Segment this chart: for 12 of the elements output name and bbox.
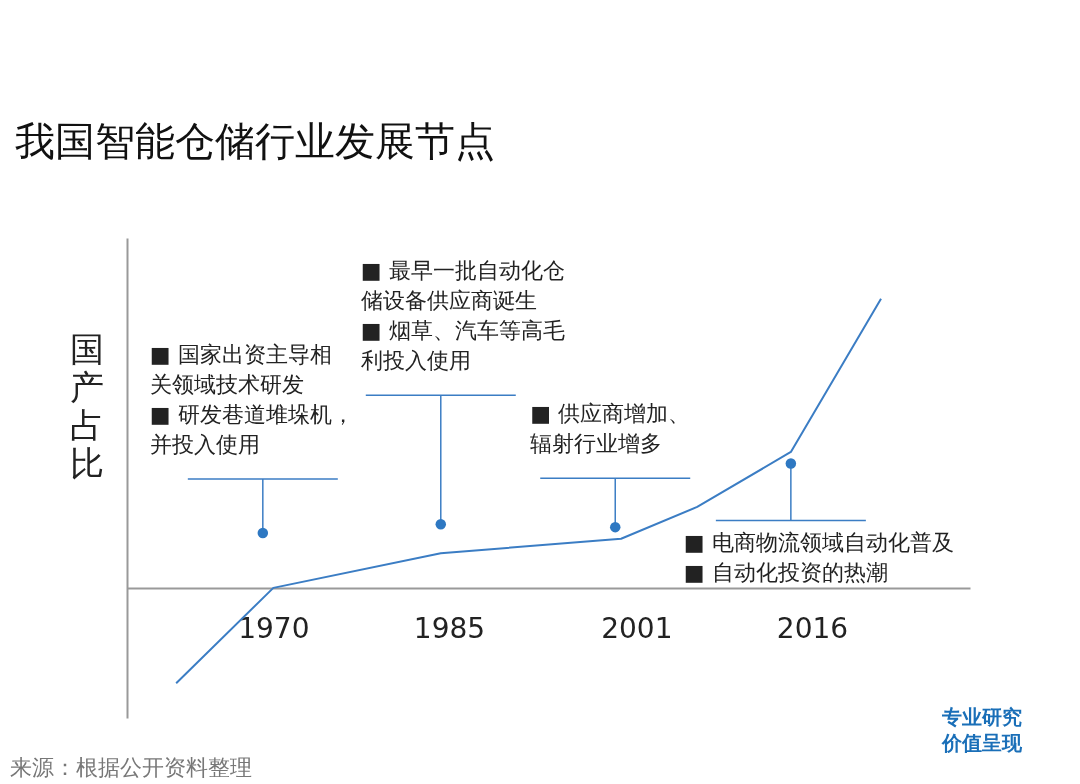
source-note: 来源：根据公开资料整理 (10, 755, 252, 780)
annotation: ■ 最早一批自动化仓储设备供应商诞生 ■ 烟草、汽车等高毛利投入使用 (360, 258, 565, 374)
text: 专业研究价值呈现 (941, 705, 1023, 755)
x-tick-label: 2001 (601, 612, 673, 646)
x-tick-label: 2016 (776, 612, 849, 646)
y-axis-title: 国产占比 (69, 328, 104, 483)
x-tick-label: 1970 (238, 612, 310, 646)
x-tick-label: 1985 (413, 612, 486, 646)
chart-title: 我国智能仓储行业发展节点 (15, 118, 495, 164)
annotation: ■ 国家出资主导相关领域技术研发 ■ 研发巷道堆垛机，并投入使用 (149, 341, 354, 457)
annotation: ■ 电商物流领域自动化普及 ■ 自动化投资的热潮 (683, 529, 954, 585)
annotation: ■ 供应商增加、辐射行业增多 (530, 401, 691, 457)
